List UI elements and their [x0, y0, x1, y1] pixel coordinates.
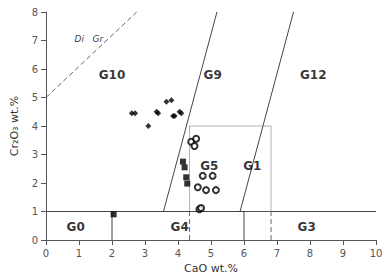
- svg-text:G9: G9: [204, 68, 222, 82]
- svg-text:2: 2: [32, 178, 38, 189]
- svg-text:G3: G3: [298, 220, 316, 234]
- svg-text:5: 5: [208, 248, 214, 259]
- svg-text:1: 1: [32, 206, 38, 217]
- svg-text:3: 3: [142, 248, 148, 259]
- svg-text:9: 9: [340, 248, 346, 259]
- svg-text:6: 6: [32, 64, 38, 75]
- svg-text:CaO wt.%: CaO wt.%: [184, 262, 238, 275]
- svg-text:3: 3: [32, 149, 38, 160]
- svg-text:10: 10: [370, 248, 383, 259]
- svg-text:0: 0: [43, 248, 49, 259]
- svg-text:7: 7: [274, 248, 280, 259]
- svg-text:Cr₂O₃ wt.%: Cr₂O₃ wt.%: [8, 96, 21, 156]
- svg-text:6: 6: [241, 248, 247, 259]
- svg-text:8: 8: [32, 7, 38, 18]
- svg-text:1: 1: [76, 248, 82, 259]
- svg-text:8: 8: [307, 248, 313, 259]
- svg-text:G5: G5: [200, 159, 218, 173]
- svg-text:4: 4: [175, 248, 181, 259]
- svg-text:G0: G0: [67, 220, 85, 234]
- svg-text:4: 4: [32, 121, 38, 132]
- svg-text:7: 7: [32, 35, 38, 46]
- svg-text:5: 5: [32, 92, 38, 103]
- svg-text:G1: G1: [243, 159, 261, 173]
- svg-text:2: 2: [109, 248, 115, 259]
- svg-text:G10: G10: [99, 68, 126, 82]
- svg-text:G4: G4: [171, 220, 189, 234]
- svg-text:0: 0: [32, 235, 38, 246]
- svg-text:G12: G12: [300, 68, 327, 82]
- svg-text:Di Gr: Di Gr: [75, 34, 105, 44]
